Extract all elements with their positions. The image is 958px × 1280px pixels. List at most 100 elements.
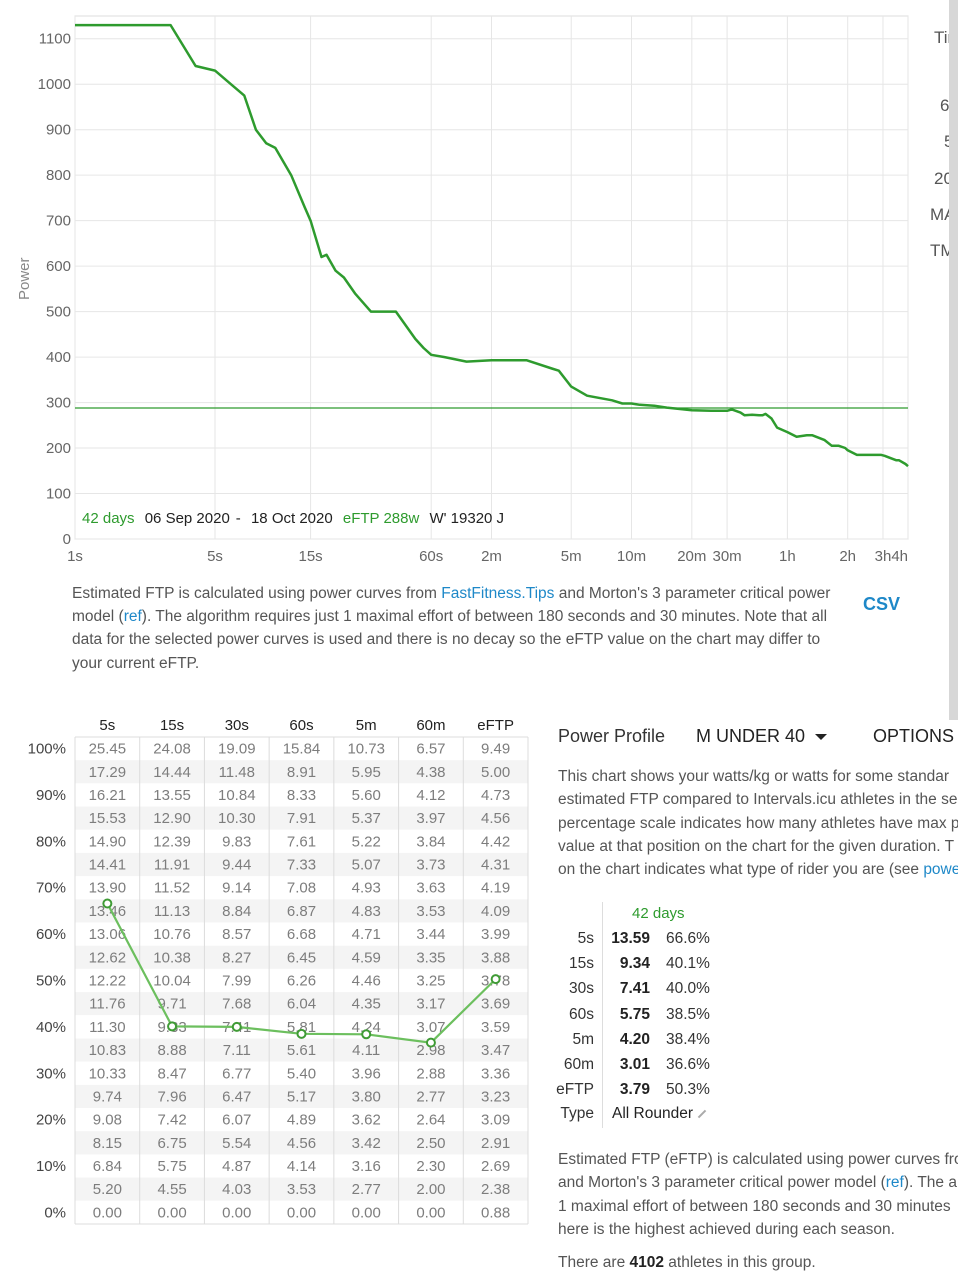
table-cell: 0.00: [93, 1204, 122, 1221]
y-tick-label: 0: [63, 531, 71, 548]
table-cell: 5.37: [352, 810, 381, 827]
table-cell: 3.09: [481, 1112, 510, 1129]
table-cell: 10.30: [218, 810, 256, 827]
stats-row: 15s 9.34 40.1%: [552, 955, 762, 980]
table-cell: 5.40: [287, 1065, 316, 1082]
stats-percentile: 38.4%: [666, 1030, 710, 1048]
profile-point[interactable]: [361, 1029, 372, 1040]
group-select-value: M UNDER 40: [696, 726, 806, 746]
table-cell: 4.56: [481, 810, 510, 827]
table-cell: 6.75: [157, 1135, 186, 1152]
ref-link-2[interactable]: ref: [885, 1174, 904, 1192]
table-cell: 2.77: [416, 1088, 445, 1105]
table-cell: 12.90: [153, 810, 191, 827]
stats-value: 7.41: [619, 980, 650, 998]
stats-row: 60m 3.01 36.6%: [552, 1056, 762, 1081]
table-cell: 5.17: [287, 1088, 316, 1105]
table-cell: 7.68: [222, 996, 251, 1013]
table-cell: 6.87: [287, 903, 316, 920]
profile-point[interactable]: [425, 1037, 436, 1048]
table-cell: 4.93: [352, 880, 381, 897]
table-cell: 2.50: [416, 1135, 445, 1152]
pp-desc-text: on the chart indicates what type of ride…: [558, 861, 924, 879]
power-profile-link[interactable]: powe: [923, 861, 958, 879]
csv-button[interactable]: CSV: [863, 594, 901, 614]
table-cell: 3.35: [416, 949, 445, 966]
table-cell: 2.64: [416, 1112, 445, 1129]
table-cell: 2.38: [481, 1181, 510, 1198]
table-cell: 0.00: [352, 1204, 381, 1221]
table-cell: 3.53: [416, 903, 445, 920]
table-cell: 0.00: [287, 1204, 316, 1221]
power-profile-description: This chart shows your watts/kg or watts …: [558, 765, 958, 881]
profile-point[interactable]: [296, 1028, 307, 1039]
eftp-desc-line: and Morton's 3 parameter critical power …: [558, 1171, 958, 1194]
power-profile-chart[interactable]: 5s 15s 30s 60s 5m 60m eFTP 100% 90% 80% 70% 60% 50%…: [0, 700, 540, 1260]
table-cell: 3.44: [416, 926, 445, 943]
table-cell: 10.83: [89, 1042, 127, 1059]
percent-axis-label: 40%: [36, 1019, 66, 1036]
group-select[interactable]: M UNDER 40: [696, 726, 828, 747]
table-cell: 2.88: [416, 1065, 445, 1082]
profile-point[interactable]: [102, 898, 113, 909]
legend-days[interactable]: 42 days: [82, 510, 135, 527]
column-header: 15s: [160, 717, 184, 734]
y-axis-title: Power: [16, 257, 33, 300]
stats-value: 13.59: [611, 930, 650, 947]
table-cell: 9.44: [222, 857, 251, 874]
column-header: 60m: [416, 717, 445, 734]
stats-row: 5m 4.20 38.4%: [552, 1031, 762, 1056]
edit-pencil-icon[interactable]: [697, 1109, 707, 1119]
table-cell: 11.30: [89, 1019, 125, 1036]
table-cell: 0.88: [481, 1204, 510, 1221]
pp-desc-line: This chart shows your watts/kg or watts …: [558, 768, 950, 785]
y-tick-label: 700: [46, 213, 71, 230]
table-cell: 4.55: [157, 1181, 186, 1198]
y-tick-label: 200: [46, 440, 71, 457]
stats-percentile: 38.5%: [666, 1005, 710, 1023]
table-cell: 9.08: [93, 1112, 122, 1129]
ref-link[interactable]: ref: [123, 608, 142, 626]
eftp-description: Estimated FTP is calculated using power …: [72, 582, 832, 675]
pp-desc-line: estimated FTP compared to Intervals.icu …: [558, 791, 958, 809]
eftp-desc-line: 1 maximal effort of between 180 seconds …: [558, 1197, 951, 1215]
table-cell: 8.57: [222, 926, 251, 943]
options-button[interactable]: OPTIONS: [873, 726, 955, 746]
profile-point[interactable]: [167, 1021, 178, 1032]
profile-point[interactable]: [231, 1021, 242, 1032]
table-cell: 10.73: [347, 741, 385, 758]
table-cell: 6.47: [222, 1088, 251, 1105]
table-cell: 5.75: [157, 1158, 186, 1175]
table-row-band: [75, 760, 528, 784]
desc-text-1: Estimated FTP is calculated using power …: [72, 585, 442, 602]
table-cell: 8.33: [287, 787, 316, 804]
page-scrollbar[interactable]: [949, 0, 958, 720]
profile-point[interactable]: [490, 974, 501, 985]
table-cell: 5.07: [352, 857, 381, 874]
x-tick-label: 60s: [419, 548, 443, 565]
y-tick-label: 100: [46, 486, 71, 503]
table-cell: 8.47: [157, 1065, 186, 1082]
type-value[interactable]: All Rounder: [612, 1105, 707, 1123]
table-cell: 4.89: [287, 1112, 316, 1129]
table-cell: 5.81: [287, 1019, 316, 1036]
eftp-desc-text: ). The a: [903, 1174, 957, 1192]
table-cell: 3.47: [481, 1042, 510, 1059]
table-row-band: [75, 829, 528, 853]
table-cell: 7.96: [157, 1088, 186, 1105]
power-curve-chart[interactable]: 0 100 200 300 400 500 600 700 800 900 1000 1100 1s 5…: [0, 0, 958, 575]
table-cell: 8.91: [287, 764, 316, 781]
x-tick-label: 30m: [712, 548, 741, 565]
table-cell: 3.36: [481, 1065, 510, 1082]
table-cell: 3.23: [481, 1088, 510, 1105]
table-cell: 2.98: [416, 1042, 445, 1059]
stats-divider: [602, 902, 603, 1128]
table-row-band: [75, 876, 528, 900]
legend-date-dash: -: [235, 510, 241, 527]
fastfitness-link[interactable]: FastFitness.Tips: [441, 585, 555, 602]
x-tick-label: 20m: [677, 548, 706, 565]
stats-duration-label: 5s: [577, 930, 594, 947]
table-cell: 3.62: [352, 1112, 381, 1129]
stats-percentile: 50.3%: [666, 1081, 710, 1099]
table-row-band: [75, 945, 528, 969]
